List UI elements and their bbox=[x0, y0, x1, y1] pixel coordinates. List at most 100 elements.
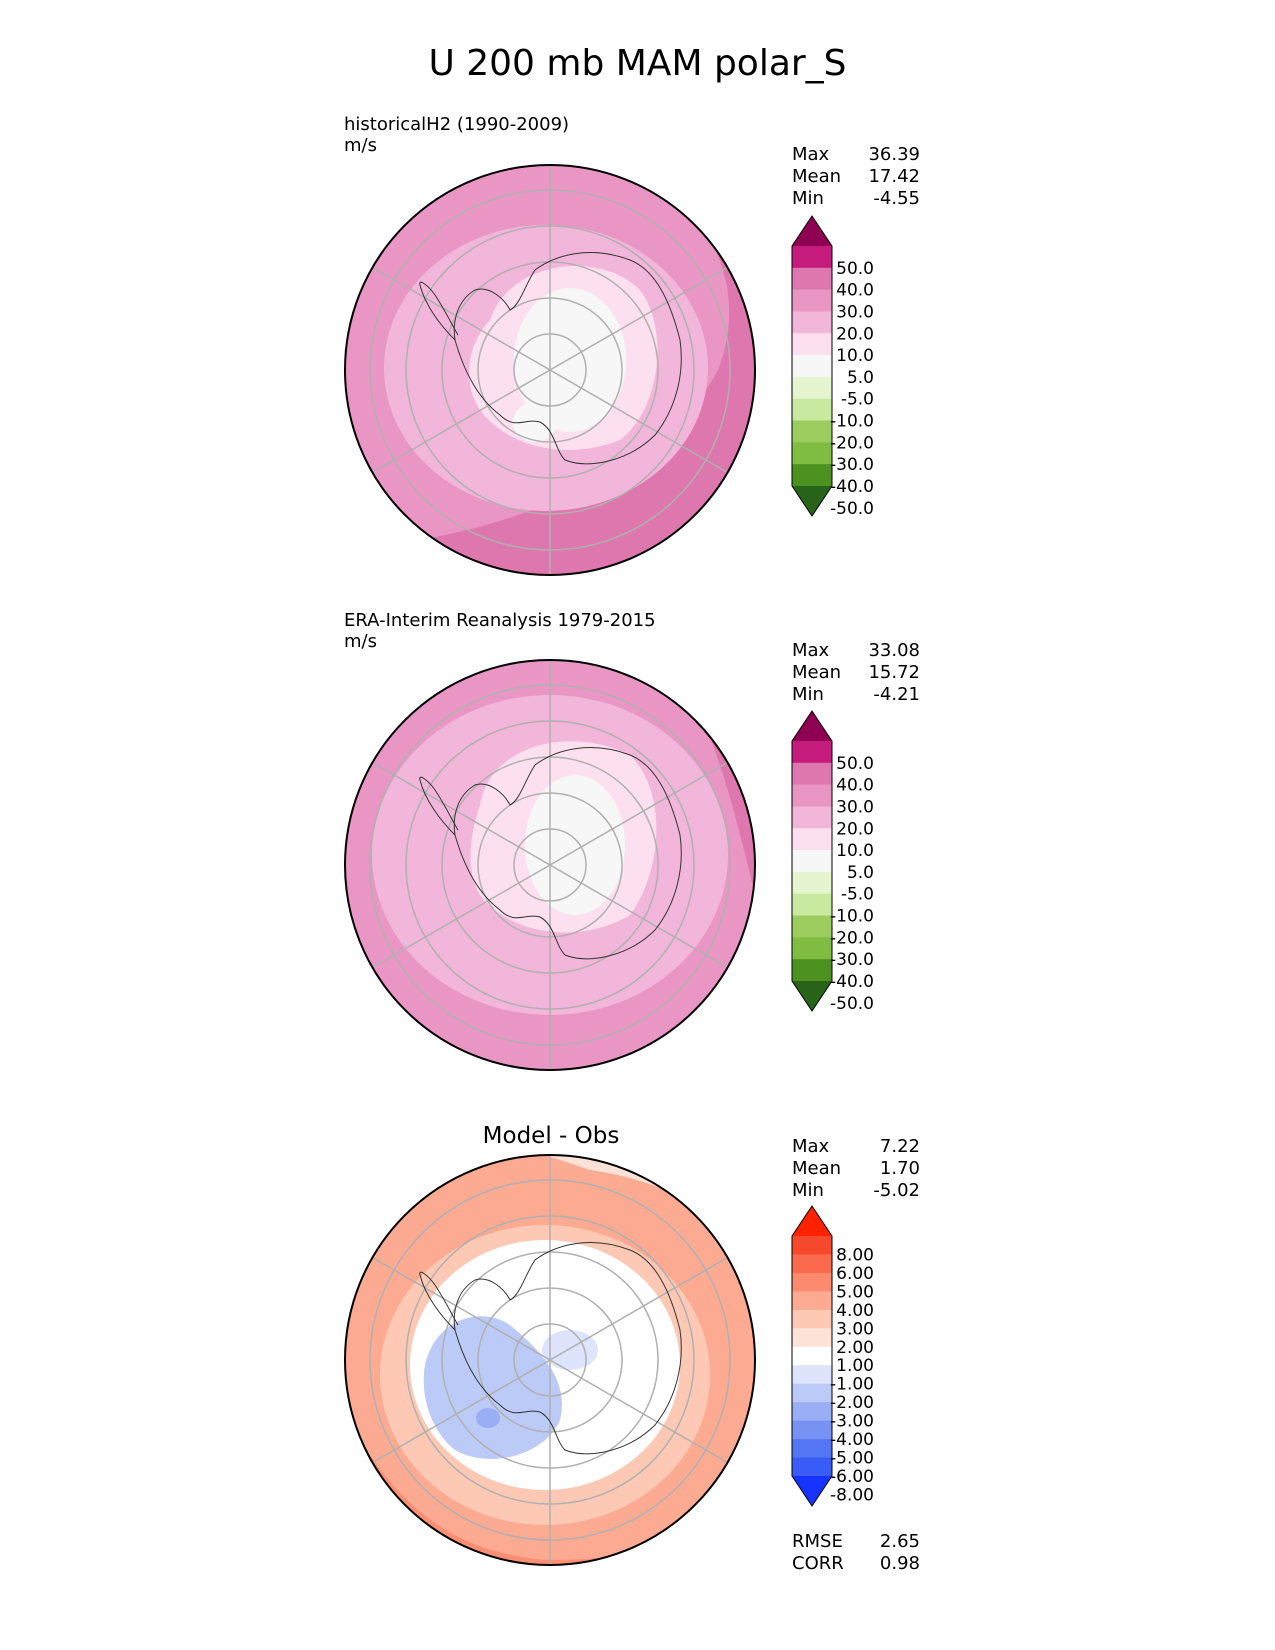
colorbar-segment bbox=[792, 333, 832, 356]
panel-2-stats: Max 33.08 Mean 15.72 Min -4.21 bbox=[792, 640, 920, 706]
stat-value: -4.21 bbox=[873, 684, 920, 705]
map-panel-2 bbox=[344, 659, 756, 1071]
colorbar-tick-label: -5.0 bbox=[841, 885, 874, 905]
colorbar-tick-label: -50.0 bbox=[830, 994, 874, 1014]
stat-label: Min bbox=[792, 188, 824, 209]
colorbar-tick-label: -10.0 bbox=[830, 412, 874, 432]
colorbar-extend-max bbox=[792, 711, 832, 741]
colorbar-segment bbox=[792, 893, 832, 917]
graticule bbox=[369, 165, 731, 575]
colorbar-tick-label: -5.00 bbox=[830, 1449, 874, 1469]
colorbar-tick-label: 5.0 bbox=[847, 863, 874, 883]
stat-value: 36.39 bbox=[868, 144, 920, 165]
stat-label: Max bbox=[792, 1136, 830, 1157]
panel-1-title: historicalH2 (1990-2009) bbox=[344, 114, 570, 135]
stat-value: 0.98 bbox=[879, 1553, 920, 1574]
stat-label: Min bbox=[792, 684, 824, 705]
colorbar-segment bbox=[792, 937, 832, 960]
colorbar-tick-label: -20.0 bbox=[830, 928, 874, 948]
panel-1-stats: Max 36.39 Mean 17.42 Min -4.55 bbox=[792, 144, 920, 210]
colorbar-tick-label: -30.0 bbox=[830, 950, 874, 970]
colorbar-tick-label: 6.00 bbox=[836, 1264, 874, 1284]
colorbar-tick-label: -5.0 bbox=[841, 390, 874, 410]
colorbar-tick-label: 5.0 bbox=[847, 368, 874, 388]
stat-label: Max bbox=[792, 640, 830, 661]
stat-value: 33.08 bbox=[868, 640, 920, 661]
panel-1-units: m/s bbox=[344, 135, 377, 156]
colorbar-segment bbox=[792, 1346, 832, 1366]
stat-label: Min bbox=[792, 1180, 824, 1201]
colorbar-extend-max bbox=[792, 1206, 832, 1236]
stat-value: -5.02 bbox=[873, 1180, 920, 1201]
colorbar-tick-label: -50.0 bbox=[830, 499, 874, 519]
colorbar-tick-label: 8.00 bbox=[836, 1245, 874, 1265]
colorbar-tick-label: -8.00 bbox=[830, 1485, 874, 1505]
stat-value: 1.70 bbox=[879, 1158, 920, 1179]
colorbar-segment bbox=[792, 1291, 832, 1311]
panel-2-units: m/s bbox=[344, 631, 377, 652]
colorbar-panel-1: 50.040.030.020.010.05.0-5.0-10.0-20.0-30… bbox=[791, 215, 874, 519]
colorbar-tick-label: -3.00 bbox=[830, 1412, 874, 1432]
colorbar-segment bbox=[792, 1236, 832, 1255]
colorbar-segment bbox=[792, 246, 832, 269]
map-boundary bbox=[344, 164, 756, 576]
colorbar-tick-label: 5.00 bbox=[836, 1282, 874, 1302]
colorbar-tick-label: 40.0 bbox=[836, 776, 874, 796]
colorbar-segment bbox=[792, 1365, 832, 1385]
colorbar-tick-label: -4.00 bbox=[830, 1430, 874, 1450]
colorbar-tick-label: 10.0 bbox=[836, 346, 874, 366]
stat-label: Mean bbox=[792, 166, 842, 187]
graticule bbox=[369, 1155, 731, 1565]
colorbar-tick-label: 30.0 bbox=[836, 302, 874, 322]
colorbar-tick-label: -40.0 bbox=[830, 972, 874, 992]
colorbar-tick-label: -10.0 bbox=[830, 907, 874, 927]
colorbar-tick-label: 10.0 bbox=[836, 841, 874, 861]
colorbar-extend-min bbox=[792, 981, 832, 1011]
colorbar-tick-label: 4.00 bbox=[836, 1301, 874, 1321]
colorbar-extend-min bbox=[792, 486, 832, 516]
colorbar-segment bbox=[792, 828, 832, 851]
colorbar-segment bbox=[792, 311, 832, 334]
colorbar-tick-label: 2.00 bbox=[836, 1338, 874, 1358]
colorbar-segment bbox=[792, 464, 832, 487]
colorbar-segment bbox=[792, 850, 832, 873]
colorbar-outline bbox=[791, 1205, 833, 1507]
stat-label: Mean bbox=[792, 662, 842, 683]
figure-title: U 200 mb MAM polar_S bbox=[428, 43, 847, 84]
map-boundary bbox=[344, 659, 756, 1071]
colorbar-segment bbox=[792, 1383, 832, 1403]
colorbar-outline bbox=[791, 710, 833, 1012]
colorbar-tick-label: 40.0 bbox=[836, 281, 874, 301]
map-boundary bbox=[344, 1154, 756, 1566]
colorbar-tick-label: 1.00 bbox=[836, 1356, 874, 1376]
colorbar-tick-label: -6.00 bbox=[830, 1467, 874, 1487]
colorbar-extend-min bbox=[792, 1476, 832, 1506]
panel-2-title: ERA-Interim Reanalysis 1979-2015 bbox=[344, 610, 656, 631]
stat-label: Max bbox=[792, 144, 830, 165]
colorbar-tick-label: -40.0 bbox=[830, 477, 874, 497]
stat-value: 17.42 bbox=[868, 166, 920, 187]
coastline bbox=[419, 747, 682, 960]
colorbar-segment bbox=[792, 1254, 832, 1274]
coastline bbox=[419, 1242, 682, 1455]
colorbar-segment bbox=[792, 1328, 832, 1348]
graticule bbox=[369, 660, 731, 1070]
colorbar-segment bbox=[792, 741, 832, 764]
colorbar-tick-label: 3.00 bbox=[836, 1319, 874, 1339]
colorbar-panel-3: 8.006.005.004.003.002.001.00-1.00-2.00-3… bbox=[791, 1205, 874, 1507]
colorbar-segment bbox=[792, 355, 832, 378]
colorbar-segment bbox=[792, 442, 832, 465]
stat-value: 7.22 bbox=[879, 1136, 920, 1157]
colorbar-segment bbox=[792, 1439, 832, 1459]
colorbar-segment bbox=[792, 784, 832, 807]
colorbar-tick-label: 50.0 bbox=[836, 259, 874, 279]
map-panel-3 bbox=[344, 1154, 756, 1566]
colorbar-segment bbox=[792, 376, 832, 400]
colorbar-tick-label: -20.0 bbox=[830, 433, 874, 453]
colorbar-outline bbox=[791, 215, 833, 517]
colorbar-panel-2: 50.040.030.020.010.05.0-5.0-10.0-20.0-30… bbox=[791, 710, 874, 1014]
colorbar-tick-label: -2.00 bbox=[830, 1393, 874, 1413]
stat-value: 2.65 bbox=[879, 1531, 920, 1552]
colorbar-segment bbox=[792, 959, 832, 982]
colorbar-segment bbox=[792, 420, 832, 443]
